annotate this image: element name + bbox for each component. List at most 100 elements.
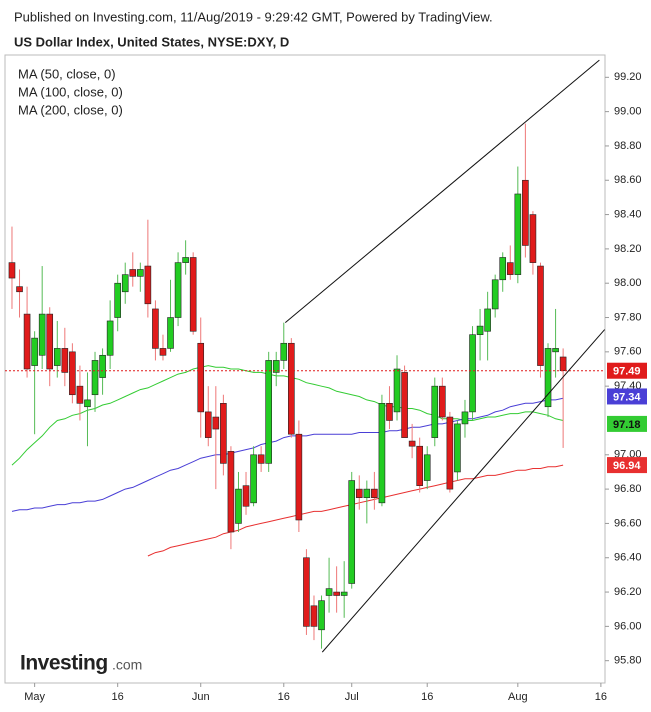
candle-body [318, 600, 325, 631]
x-tick-label: 16 [421, 691, 433, 703]
candle-body [378, 403, 386, 504]
candle-body [272, 360, 280, 373]
y-tick-label: 98.20 [614, 243, 642, 255]
candle-body [204, 411, 212, 438]
candle-body [476, 325, 484, 335]
candle-body [152, 308, 159, 349]
candle-body [303, 557, 310, 627]
candle-body [423, 454, 431, 481]
candle-body [16, 286, 23, 293]
y-tick-label: 98.40 [614, 208, 642, 220]
y-tick-label: 95.80 [614, 655, 642, 667]
candle-body [159, 348, 167, 356]
header: Published on Investing.com, 11/Aug/2019 … [14, 9, 493, 24]
x-tick-label: 16 [278, 691, 290, 703]
candle-body [257, 454, 265, 464]
legend-entry: MA (50, close, 0) [18, 66, 116, 81]
y-tick-label: 96.20 [614, 586, 642, 598]
plot-frame [4, 54, 606, 684]
x-tick-label: 16 [595, 691, 607, 703]
candle-body [469, 334, 476, 413]
candle-body [529, 214, 537, 263]
logo-suffix: .com [112, 657, 142, 673]
candle-body [325, 588, 333, 596]
candle-body [99, 354, 106, 378]
last-value-label: 97.18 [613, 419, 641, 431]
logo: Investing [20, 652, 108, 675]
candle-body [212, 416, 220, 430]
last-value-box [607, 362, 647, 379]
candle-body [280, 342, 288, 361]
legend-entry: MA (100, close, 0) [18, 84, 123, 99]
last-value-label: 96.94 [613, 460, 641, 472]
candle-body [559, 356, 567, 372]
candle-body [333, 591, 340, 596]
legend-entry: MA (200, close, 0) [18, 102, 123, 117]
ma-line [147, 464, 564, 557]
candle-body [446, 416, 454, 490]
candle-body [242, 485, 250, 507]
candle-body [401, 372, 408, 438]
candle-body [235, 488, 242, 524]
candle-body [61, 348, 69, 373]
candle-body [499, 257, 507, 281]
candle-body [506, 262, 514, 275]
y-tick-label: 97.60 [614, 346, 642, 358]
y-tick-label: 99.20 [614, 71, 642, 83]
candle-body [76, 385, 84, 404]
x-tick-label: 16 [112, 691, 124, 703]
candle-body [416, 445, 423, 486]
ma-line [11, 397, 564, 512]
candle-body [340, 591, 348, 596]
y-tick-label: 98.60 [614, 174, 642, 186]
y-tick-label: 96.40 [614, 552, 642, 564]
candle-body [439, 385, 446, 418]
candle-body [174, 262, 182, 318]
chart-title: US Dollar Index, United States, NYSE:DXY… [14, 34, 289, 49]
x-tick-label: Jun [192, 691, 210, 703]
candle-body [197, 342, 205, 413]
candle-body [31, 337, 38, 366]
trend-line [321, 329, 606, 653]
candle-body [371, 488, 378, 498]
candle-body [114, 282, 121, 318]
y-tick-label: 96.00 [614, 620, 642, 632]
last-value-label: 97.34 [613, 391, 641, 403]
last-value-box [607, 457, 647, 474]
candle-body [46, 313, 54, 370]
candle-body [91, 360, 99, 396]
y-tick-label: 97.80 [614, 311, 642, 323]
candle-body [106, 320, 114, 356]
y-tick-label: 96.60 [614, 517, 642, 529]
trend-line [284, 59, 600, 324]
candle-body [227, 451, 235, 533]
x-tick-label: Aug [508, 691, 528, 703]
candle-body [137, 269, 144, 277]
candle-body [129, 269, 137, 277]
y-tick-label: 96.80 [614, 483, 642, 495]
candle-body [23, 313, 31, 370]
candle-body [537, 265, 544, 366]
candle-body [355, 488, 363, 498]
candle-body [167, 317, 174, 349]
candle-body [84, 399, 91, 408]
ma-line [11, 365, 564, 466]
candle-body [182, 257, 189, 263]
candle-body [393, 368, 401, 413]
candle-body [53, 348, 61, 366]
candle-body [220, 403, 227, 464]
x-tick-label: Jul [345, 691, 359, 703]
last-value-label: 97.49 [613, 366, 641, 378]
candle-body [348, 480, 356, 584]
candle-body [491, 279, 499, 310]
candle-body [454, 423, 461, 473]
candle-body [288, 342, 295, 435]
candle-body [363, 488, 371, 498]
y-tick-label: 99.00 [614, 106, 642, 118]
candle-body [69, 351, 76, 396]
candle-body [310, 605, 318, 627]
candle-body [295, 433, 303, 521]
y-tick-label: 98.00 [614, 277, 642, 289]
candle-body [522, 179, 529, 246]
